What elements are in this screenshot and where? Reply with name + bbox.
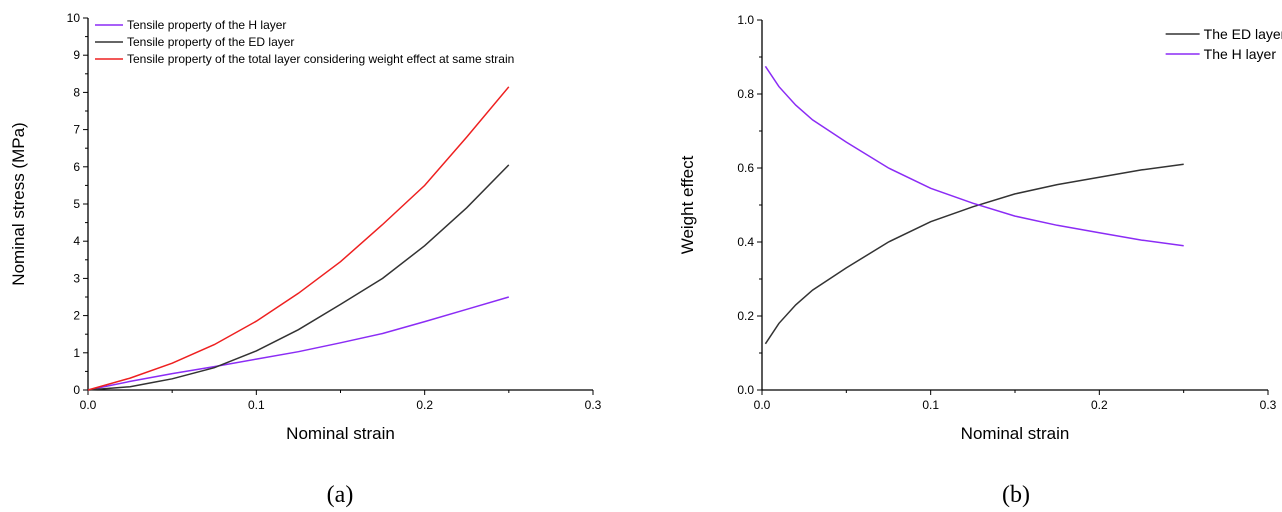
y-tick-label: 8 (73, 85, 80, 99)
y-tick-label: 0 (73, 383, 80, 397)
y-axis-title: Nominal stress (MPa) (9, 122, 28, 285)
x-tick-label: 0.0 (80, 398, 97, 412)
legend-label: Tensile property of the H layer (127, 18, 286, 32)
legend: The ED layer The H layer (1165, 26, 1282, 62)
x-axis-title: Nominal strain (961, 424, 1070, 443)
chart-panel-b: 0.0 0.1 0.2 0.3 0.0 0.2 0.4 0.6 0.8 1.0 Nominal st… (678, 13, 1282, 508)
panel-caption: (b) (1002, 482, 1030, 508)
series-line (764, 163, 1184, 345)
series-line (87, 296, 510, 391)
legend-label: Tensile property of the total layer cons… (127, 52, 514, 66)
y-tick-label: 6 (73, 160, 80, 174)
y-axis-title: Weight effect (678, 155, 697, 254)
x-tick-label: 0.1 (922, 398, 939, 412)
y-tick-label: 0.4 (737, 235, 754, 249)
series-line (87, 164, 510, 391)
y-tick-label: 1.0 (737, 13, 754, 27)
x-tick-label: 0.1 (248, 398, 265, 412)
x-tick-label: 0.3 (1260, 398, 1277, 412)
x-tick-label: 0.2 (1091, 398, 1108, 412)
x-tick-label: 0.2 (416, 398, 433, 412)
series-line (87, 86, 510, 391)
x-tick-label: 0.3 (585, 398, 602, 412)
legend: Tensile property of the H layer Tensile p… (95, 18, 514, 66)
y-tick-label: 2 (73, 309, 80, 323)
y-tick-label: 0.0 (737, 383, 754, 397)
series-line (764, 65, 1184, 247)
y-tick-label: 9 (73, 48, 80, 62)
y-tick-label: 5 (73, 197, 80, 211)
chart-panel-a: 0.0 0.1 0.2 0.3 0 1 2 3 4 5 6 7 8 9 10 Nominal strain No… (9, 11, 602, 508)
y-tick-label: 7 (73, 123, 80, 137)
y-tick-label: 3 (73, 271, 80, 285)
y-tick-label: 4 (73, 234, 80, 248)
panel-caption: (a) (327, 482, 354, 508)
legend-label: The ED layer (1204, 26, 1282, 42)
x-axis-title: Nominal strain (286, 424, 395, 443)
y-tick-label: 0.8 (737, 87, 754, 101)
legend-label: Tensile property of the ED layer (127, 35, 294, 49)
y-tick-label: 0.2 (737, 309, 754, 323)
y-tick-label: 0.6 (737, 161, 754, 175)
legend-label: The H layer (1204, 46, 1277, 62)
y-tick-label: 10 (67, 11, 81, 25)
y-tick-label: 1 (73, 346, 80, 360)
x-tick-label: 0.0 (754, 398, 771, 412)
